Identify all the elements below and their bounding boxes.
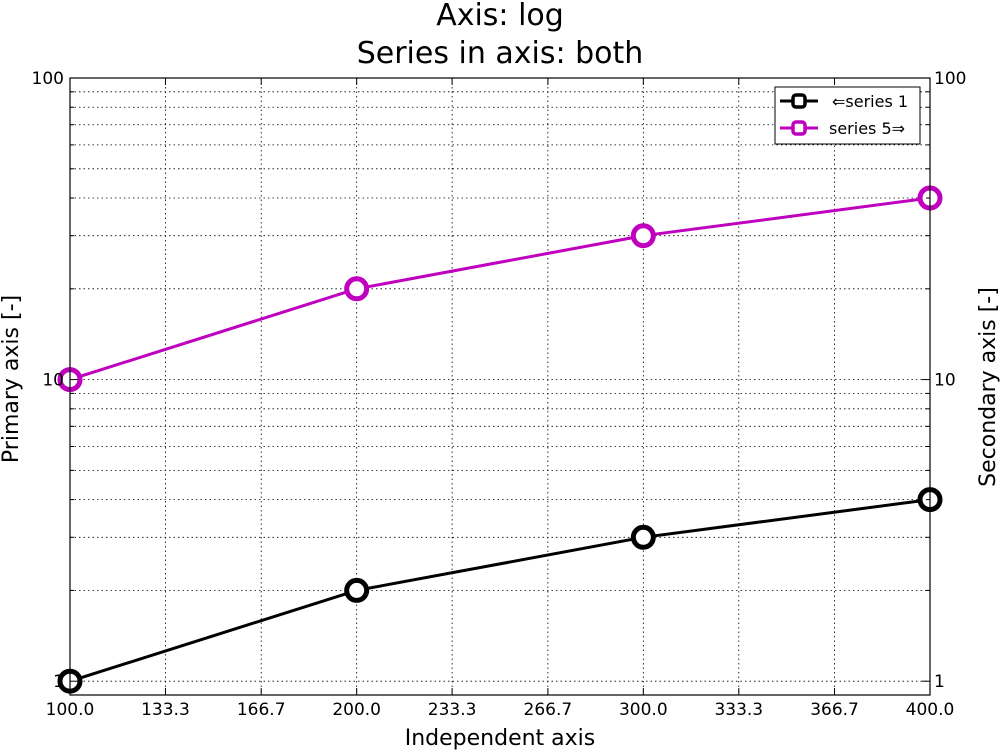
x-tick-label: 300.0 [619,700,668,720]
x-tick-label: 333.3 [714,700,763,720]
x-tick-label: 366.7 [810,700,859,720]
x-tick-label: 133.3 [141,700,190,720]
y2-tick-label: 1 [934,672,945,692]
legend-label-series-5: series 5⇒ [829,119,905,138]
data-point [344,577,370,603]
legend-item-series-5: series 5⇒ [780,119,905,138]
series-layer [57,185,943,694]
legend: ⇐series 1 series 5⇒ [774,86,921,145]
data-point [344,276,370,302]
grid [69,77,931,695]
series-line-1 [69,498,931,683]
y-tick-label: 100 [32,69,64,89]
data-point [630,223,656,249]
chart-title: Axis: log [436,0,564,33]
plot-frame [69,77,931,696]
y-axis-label: Primary axis [-] [0,295,24,463]
data-point [630,524,656,550]
legend-label-series-1: ⇐series 1 [832,92,908,111]
y2-axis-label: Secondary axis [-] [976,287,1000,487]
x-axis-label: Independent axis [405,726,596,750]
y2-tick-label: 100 [934,69,966,89]
y2-tick-label: 10 [934,371,956,391]
y-tick-label: 10 [42,371,64,391]
legend-marker-series-1 [791,93,807,109]
y-tick-label: 1 [53,672,64,692]
series-line-2 [69,196,931,382]
x-tick-label: 266.7 [524,700,573,720]
legend-marker-series-5 [791,120,807,136]
x-tick-label: 200.0 [332,700,381,720]
x-tick-label: 233.3 [428,700,477,720]
x-tick-label: 100.0 [46,700,95,720]
ticks: 100.0 133.3 166.7 200.0 233.3 266.7 300.0 333.3… [32,69,967,720]
x-tick-label: 400.0 [906,700,955,720]
legend-item-series-1: ⇐series 1 [780,92,908,111]
x-tick-label: 166.7 [237,700,286,720]
chart-subtitle: Series in axis: both [357,36,644,71]
